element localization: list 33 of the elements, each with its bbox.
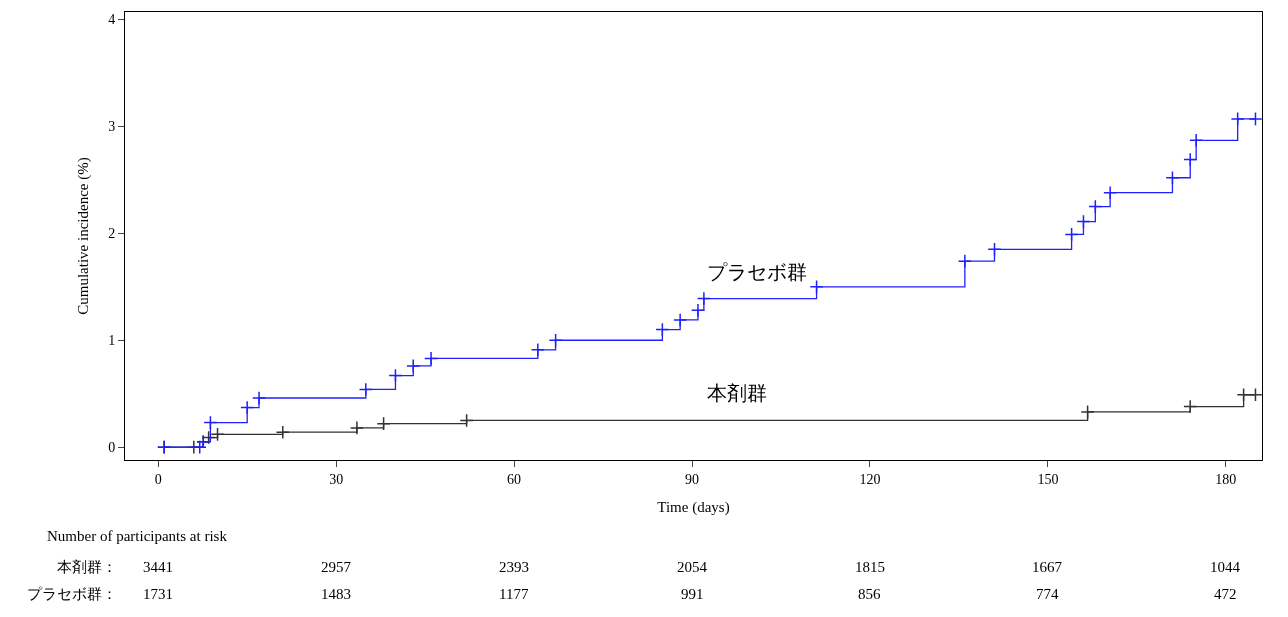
text: 2393 xyxy=(499,559,529,575)
y-axis-title: Cumulative incidence (%) xyxy=(75,157,93,315)
text: 1044 xyxy=(1210,559,1241,575)
x-tick-label: 60 xyxy=(507,471,522,487)
y-tick-label: 1 xyxy=(108,333,116,349)
x-tick-label: 90 xyxy=(685,471,700,487)
text: 本剤群： xyxy=(57,559,117,575)
text: 1483 xyxy=(321,586,351,602)
text: Number of participants at risk xyxy=(47,528,228,544)
text: 774 xyxy=(1036,586,1059,602)
text: 856 xyxy=(858,586,881,602)
x-tick-label: 120 xyxy=(859,471,881,487)
text: 3441 xyxy=(143,559,173,575)
x-tick-label: 180 xyxy=(1215,471,1237,487)
text: 2054 xyxy=(677,559,708,575)
y-tick-label: 2 xyxy=(108,226,116,242)
y-tick-label: 3 xyxy=(108,119,116,135)
series-label: プラセボ群 xyxy=(707,261,807,283)
text: プラセボ群： xyxy=(27,586,117,602)
x-tick-label: 30 xyxy=(329,471,344,487)
text: 991 xyxy=(681,586,704,602)
text: 1815 xyxy=(855,559,885,575)
text: 1177 xyxy=(499,586,529,602)
x-axis-title: Time (days) xyxy=(657,498,730,516)
text: 1667 xyxy=(1032,559,1063,575)
y-tick-label: 4 xyxy=(108,12,116,28)
series-label: 本剤群 xyxy=(707,382,767,404)
text: 1731 xyxy=(143,586,173,602)
x-tick-label: 150 xyxy=(1037,471,1059,487)
text: 472 xyxy=(1214,586,1237,602)
text: 2957 xyxy=(321,559,352,575)
y-tick-label: 0 xyxy=(108,440,116,456)
x-tick-label: 0 xyxy=(154,471,162,487)
